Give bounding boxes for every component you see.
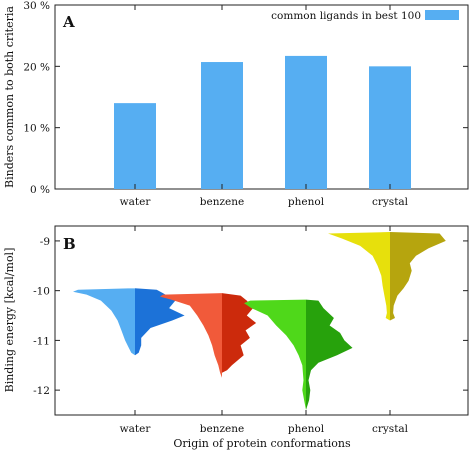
- panel-a-y-tick-label: 20 %: [23, 61, 50, 73]
- violin-benzene-left-half: [160, 293, 222, 378]
- panel-a-legend-label: common ligands in best 100: [271, 10, 421, 22]
- bar-water: [114, 103, 156, 189]
- panel-a-y-tick-label: 0 %: [30, 184, 50, 196]
- panel-b-y-tick-label: -9: [40, 236, 50, 248]
- violin-phenol-left-half: [244, 299, 306, 410]
- panel-a-bar-chart: A Binders common to both criteria common…: [3, 0, 469, 208]
- bar-phenol: [285, 55, 327, 190]
- panel-b-letter: B: [63, 235, 76, 253]
- panel-b-y-tick-label: -10: [33, 286, 50, 298]
- panel-a-x-tick-label: crystal: [372, 196, 409, 208]
- panel-a-letter: A: [62, 13, 75, 31]
- panel-a-x-tick-label: benzene: [200, 196, 244, 208]
- panel-a-y-ticks: 0 % 10 % 20 % 30 %: [23, 0, 468, 196]
- panel-a-legend-swatch: [425, 10, 459, 20]
- panel-b-x-axis-label: Origin of protein conformations: [173, 437, 351, 450]
- violin-crystal-right-half: [390, 231, 446, 321]
- panel-a-x-tick-label: water: [120, 196, 152, 208]
- panel-a-legend: common ligands in best 100: [271, 10, 459, 22]
- panel-b-y-ticks: -12 -11 -10 -9: [33, 236, 468, 397]
- violin-benzene-right-half: [222, 293, 257, 373]
- panel-b-y-tick-label: -11: [33, 335, 50, 347]
- panel-b-violin-chart: B Binding energy [kcal/mol] Origin of pr…: [3, 225, 469, 450]
- panel-b-y-axis-label: Binding energy [kcal/mol]: [3, 248, 16, 393]
- panel-a-x-tick-label: phenol: [288, 196, 325, 208]
- panel-a-x-ticks: water benzene phenol crystal: [120, 5, 409, 208]
- violin-water-left-half: [73, 288, 135, 356]
- panel-a-y-tick-label: 10 %: [23, 123, 50, 135]
- bar-crystal: [369, 66, 411, 189]
- panel-a-y-tick-label: 30 %: [23, 0, 50, 12]
- panel-b-x-ticks: water benzene phenol crystal: [120, 226, 409, 435]
- panel-b-plot-frame: [54, 225, 469, 416]
- violin-water-right-half: [135, 288, 185, 356]
- bar-benzene: [201, 62, 243, 189]
- panel-a-plot-frame: [54, 4, 469, 190]
- panel-b-x-tick-label: benzene: [200, 423, 244, 435]
- panel-a-y-axis-label: Binders common to both criteria: [3, 6, 16, 188]
- panel-b-x-tick-label: water: [120, 423, 152, 435]
- panel-b-y-tick-label: -12: [33, 385, 50, 397]
- violin-phenol-right-half: [306, 299, 353, 410]
- violin-crystal-left-half: [328, 231, 390, 321]
- panel-a-bars: [114, 55, 411, 190]
- panel-b-x-tick-label: crystal: [372, 423, 409, 435]
- panel-b-x-tick-label: phenol: [288, 423, 325, 435]
- panel-b-violins: [73, 231, 446, 410]
